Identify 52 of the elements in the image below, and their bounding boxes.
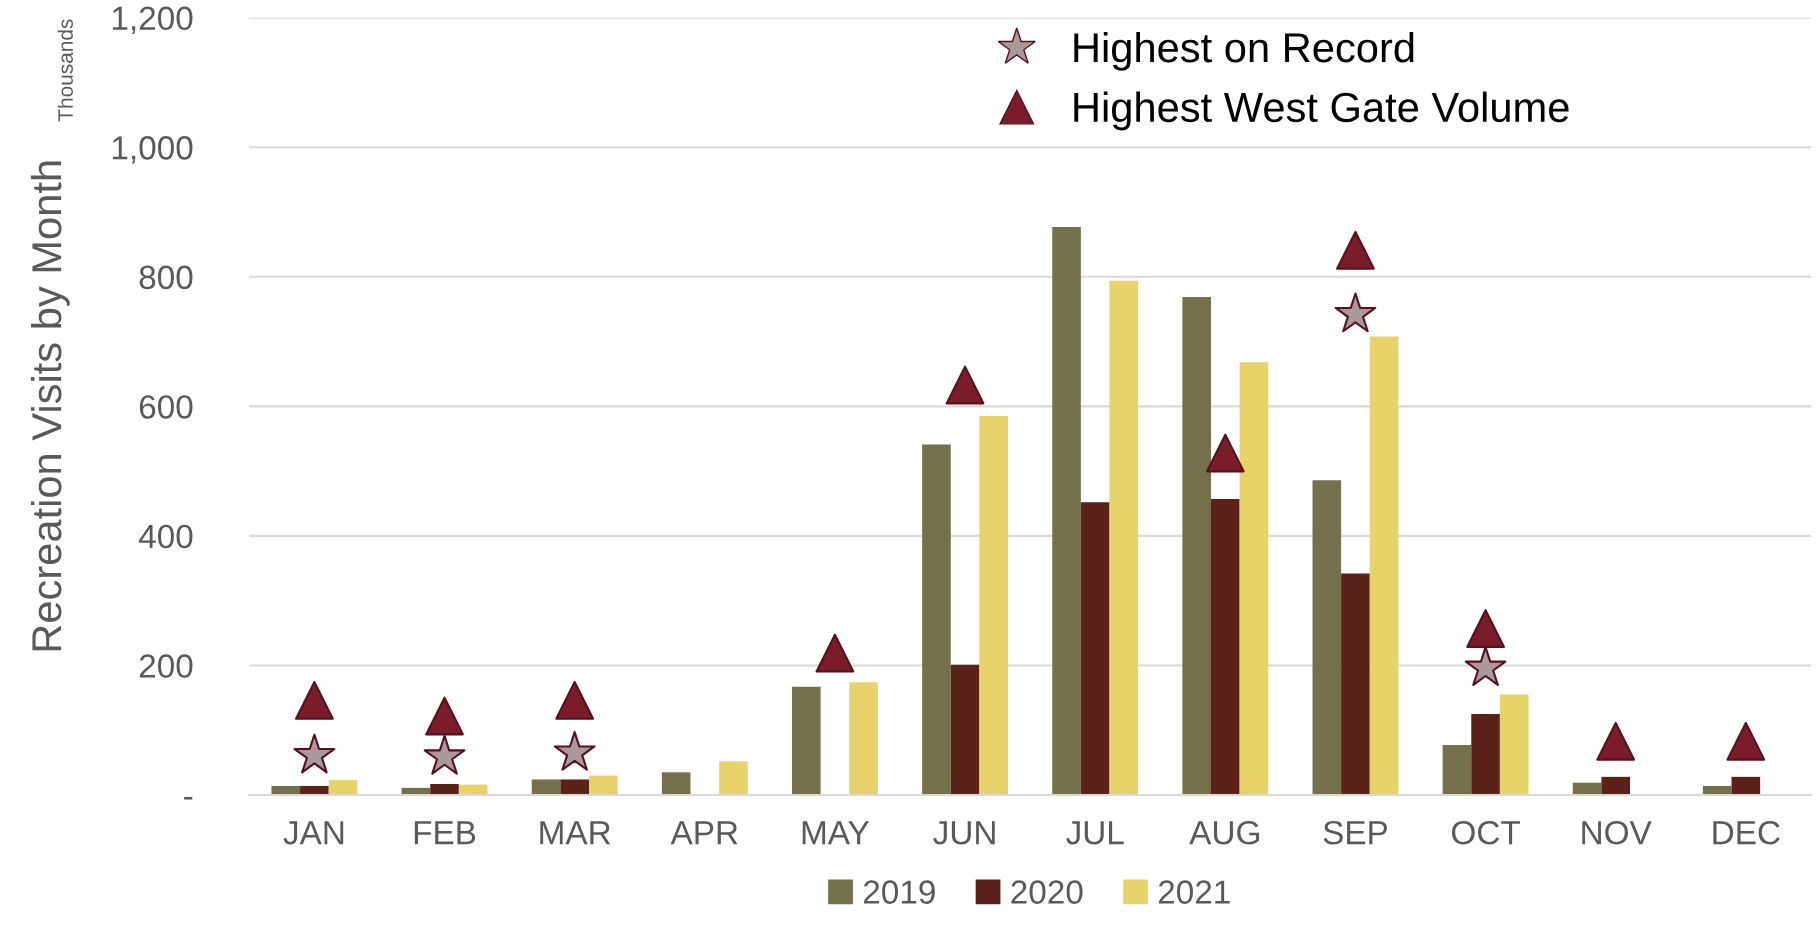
bar xyxy=(1182,296,1211,795)
text: Thousands xyxy=(57,19,73,122)
bar xyxy=(1471,714,1500,795)
x-tick-label: JUL xyxy=(1066,821,1124,845)
x-tick-label: MAY xyxy=(802,821,870,845)
bar xyxy=(588,775,618,795)
bar xyxy=(1312,480,1342,795)
bar xyxy=(791,686,821,795)
x-tick-label: APR xyxy=(670,821,738,845)
bar xyxy=(1080,502,1110,795)
bar xyxy=(1601,776,1631,795)
legend-label: Highest on Record xyxy=(1074,31,1414,71)
bar xyxy=(1052,226,1081,795)
legend-label: 2021 xyxy=(1158,880,1230,904)
bar xyxy=(950,664,980,795)
bar xyxy=(661,772,691,795)
bar xyxy=(1341,573,1370,795)
x-tick-label: NOV xyxy=(1582,820,1652,845)
x-tick-label: MAR xyxy=(540,821,611,845)
bar xyxy=(1731,776,1761,795)
bar xyxy=(1369,336,1399,795)
bar xyxy=(560,779,589,795)
bar xyxy=(719,761,748,795)
x-tick-label: FEB xyxy=(414,821,476,845)
x-tick-label: DEC xyxy=(1713,820,1780,845)
legend-label: 2019 xyxy=(863,880,935,904)
bar xyxy=(1499,694,1529,795)
x-tick-label: OCT xyxy=(1451,820,1520,845)
bar xyxy=(531,779,561,795)
bar xyxy=(1239,362,1269,795)
bar xyxy=(1211,498,1240,795)
y-tick-label: 1,000 xyxy=(112,136,193,164)
y-tick-label: 600 xyxy=(139,395,193,419)
x-tick-label: JAN xyxy=(283,821,344,845)
bar xyxy=(430,783,459,795)
bar xyxy=(328,780,358,795)
x-tick-label: SEP xyxy=(1323,820,1388,845)
legend-label: 2020 xyxy=(1011,880,1083,904)
bar xyxy=(849,682,878,795)
y-tick-label: 400 xyxy=(138,524,193,549)
x-tick-label: JUN xyxy=(933,821,995,845)
bar xyxy=(922,444,951,795)
y-tick-label: 800 xyxy=(139,265,193,290)
y-tick-label: 1,200 xyxy=(112,6,193,35)
bar xyxy=(1109,280,1139,795)
y-axis-title: Recreation Visits by Month xyxy=(30,161,70,651)
y-tick-label: - xyxy=(184,796,193,800)
x-tick-label: AUG xyxy=(1189,820,1259,845)
bar xyxy=(1442,745,1472,795)
y-tick-label: 200 xyxy=(139,654,193,678)
bar xyxy=(979,416,1008,795)
legend-label: Highest West Gate Volume xyxy=(1074,91,1569,131)
